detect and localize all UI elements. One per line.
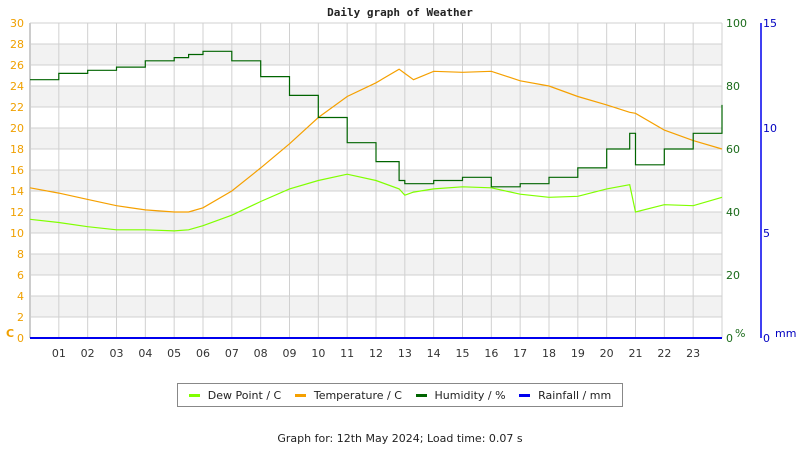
x-tick-label: 03 <box>110 347 124 360</box>
x-tick-label: 17 <box>513 347 527 360</box>
y-tick-label: 24 <box>10 80 24 93</box>
humidity-tick-label: 100 <box>726 17 747 30</box>
y-tick-label: 2 <box>17 311 24 324</box>
x-tick-label: 02 <box>81 347 95 360</box>
legend-label: Dew Point / C <box>207 388 282 402</box>
x-tick-label: 19 <box>571 347 585 360</box>
x-tick-label: 07 <box>225 347 239 360</box>
legend-label: Humidity / % <box>434 388 506 402</box>
x-tick-label: 09 <box>283 347 297 360</box>
humidity-tick-label: 20 <box>726 269 740 282</box>
humidity-tick-label: 0 <box>726 332 733 345</box>
rainfall-tick-label: 5 <box>763 227 770 240</box>
y-tick-label: 0 <box>17 332 24 345</box>
y-tick-label: 26 <box>10 59 24 72</box>
chart-legend: Dew Point / C Temperature / C Humidity / %… <box>177 383 623 407</box>
rainfall-axis-unit: mm <box>775 327 796 340</box>
x-tick-label: 20 <box>600 347 614 360</box>
rainfall-tick-label: 15 <box>763 17 777 30</box>
temperature-line <box>29 68 723 213</box>
x-tick-label: 10 <box>311 347 325 360</box>
rainfall-tick-label: 10 <box>763 122 777 135</box>
y-tick-label: 22 <box>10 101 24 114</box>
y-tick-label: 18 <box>10 143 24 156</box>
legend-item: Humidity / % <box>415 388 506 402</box>
x-tick-label: 15 <box>456 347 470 360</box>
humidity-tick-label: 60 <box>726 143 740 156</box>
legend-swatch <box>294 393 306 397</box>
y-tick-label: 4 <box>17 290 24 303</box>
legend-swatch <box>519 393 531 397</box>
legend-item: Rainfall / mm <box>519 389 611 402</box>
dew-point-line <box>29 173 723 232</box>
humidity-tick-label: 80 <box>726 80 740 93</box>
x-tick-label: 13 <box>398 347 412 360</box>
y-tick-label: 6 <box>17 269 24 282</box>
x-tick-label: 11 <box>340 347 354 360</box>
x-tick-label: 04 <box>138 347 152 360</box>
legend-label: Rainfall / mm <box>538 388 612 402</box>
x-tick-label: 21 <box>629 347 643 360</box>
y-tick-label: 8 <box>17 248 24 261</box>
humidity-axis-unit: % <box>735 327 745 340</box>
x-tick-label: 05 <box>167 347 181 360</box>
y-axis-unit: C <box>6 327 14 340</box>
y-tick-label: 14 <box>10 185 24 198</box>
x-tick-label: 16 <box>484 347 498 360</box>
legend-item: Temperature / C <box>294 388 402 402</box>
x-tick-label: 06 <box>196 347 210 360</box>
x-tick-label: 08 <box>254 347 268 360</box>
x-tick-label: 18 <box>542 347 556 360</box>
chart-title: Daily graph of Weather <box>327 6 473 19</box>
x-tick-label: 01 <box>52 347 66 360</box>
legend-swatch <box>415 393 427 397</box>
x-tick-label: 22 <box>657 347 671 360</box>
y-tick-label: 28 <box>10 38 24 51</box>
x-tick-label: 23 <box>686 347 700 360</box>
humidity-line <box>30 50 723 188</box>
rainfall-tick-label: 0 <box>763 332 770 345</box>
y-tick-label: 16 <box>10 164 24 177</box>
legend-label: Temperature / C <box>313 388 402 402</box>
legend-item: Dew Point / C <box>188 388 282 402</box>
graph-footer: Graph for: 12th May 2024; Load time: 0.0… <box>277 432 523 445</box>
y-tick-label: 30 <box>10 17 24 30</box>
y-tick-label: 12 <box>10 206 24 219</box>
humidity-tick-label: 40 <box>726 206 740 219</box>
y-tick-label: 10 <box>10 227 24 240</box>
x-tick-label: 14 <box>427 347 441 360</box>
legend-swatch <box>188 393 200 397</box>
x-tick-label: 12 <box>369 347 383 360</box>
y-tick-label: 20 <box>10 122 24 135</box>
